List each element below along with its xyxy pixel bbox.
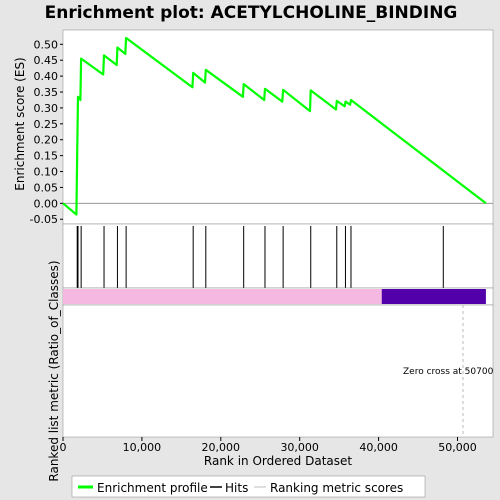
x-tick-label: 0 (60, 441, 67, 454)
y-tick-label: 0.45 (34, 54, 59, 67)
zero-cross-label: Zero cross at 50700 (403, 367, 494, 377)
legend-metric-label: Ranking metric scores (270, 481, 403, 495)
y-tick-label: -0.05 (30, 213, 58, 226)
es-y-axis-label: Enrichment score (ES) (13, 57, 27, 190)
enrichment-profile-path (62, 36, 487, 216)
metric-y-axis-label: Ranked list metric (Ratio_of_Classes) (47, 260, 61, 481)
legend-box (71, 475, 426, 498)
enrichment-profile-line (62, 36, 487, 216)
ranking-bar-negative (381, 289, 486, 304)
ranking-bar-positive (63, 289, 382, 304)
y-tick-label: 0.40 (34, 70, 59, 83)
x-tick-label: 20,000 (202, 441, 241, 454)
y-tick-label: 0.25 (34, 118, 59, 131)
hit-markers (76, 226, 444, 288)
es-panel (62, 29, 494, 225)
x-tick-label: 50,000 (438, 441, 477, 454)
x-axis-label: Rank in Ordered Dataset (204, 454, 352, 468)
legend-enrichment-label: Enrichment profile (97, 481, 208, 495)
hits-panel (62, 223, 494, 289)
metric-panel (62, 304, 494, 438)
x-tick-label: 10,000 (123, 441, 162, 454)
es-axis-ticks: -0.05 0.00 0.05 0.10 0.15 0.20 0.25 0.30 0.35 0.4… (30, 38, 493, 226)
y-tick-label: 0.15 (34, 150, 59, 163)
x-tick-label: 40,000 (359, 441, 398, 454)
x-tick-label: 30,000 (280, 441, 319, 454)
y-tick-label: 0.20 (34, 134, 59, 147)
legend-hits-label: Hits (225, 481, 248, 495)
y-tick-label: 0.50 (34, 38, 59, 51)
y-tick-label: 0.10 (34, 166, 59, 179)
legend: Enrichment profile Hits Ranking metric s… (71, 475, 426, 498)
chart-title: Enrichment plot: ACETYLCHOLINE_BINDING (45, 3, 458, 23)
y-tick-label: 0.35 (34, 86, 59, 99)
x-axis-ticks: 0 10,000 20,000 30,000 40,000 50,000 (60, 437, 477, 454)
y-tick-label: 0.00 (34, 197, 59, 210)
y-tick-label: 0.30 (34, 102, 59, 115)
y-tick-label: 0.05 (34, 181, 59, 194)
